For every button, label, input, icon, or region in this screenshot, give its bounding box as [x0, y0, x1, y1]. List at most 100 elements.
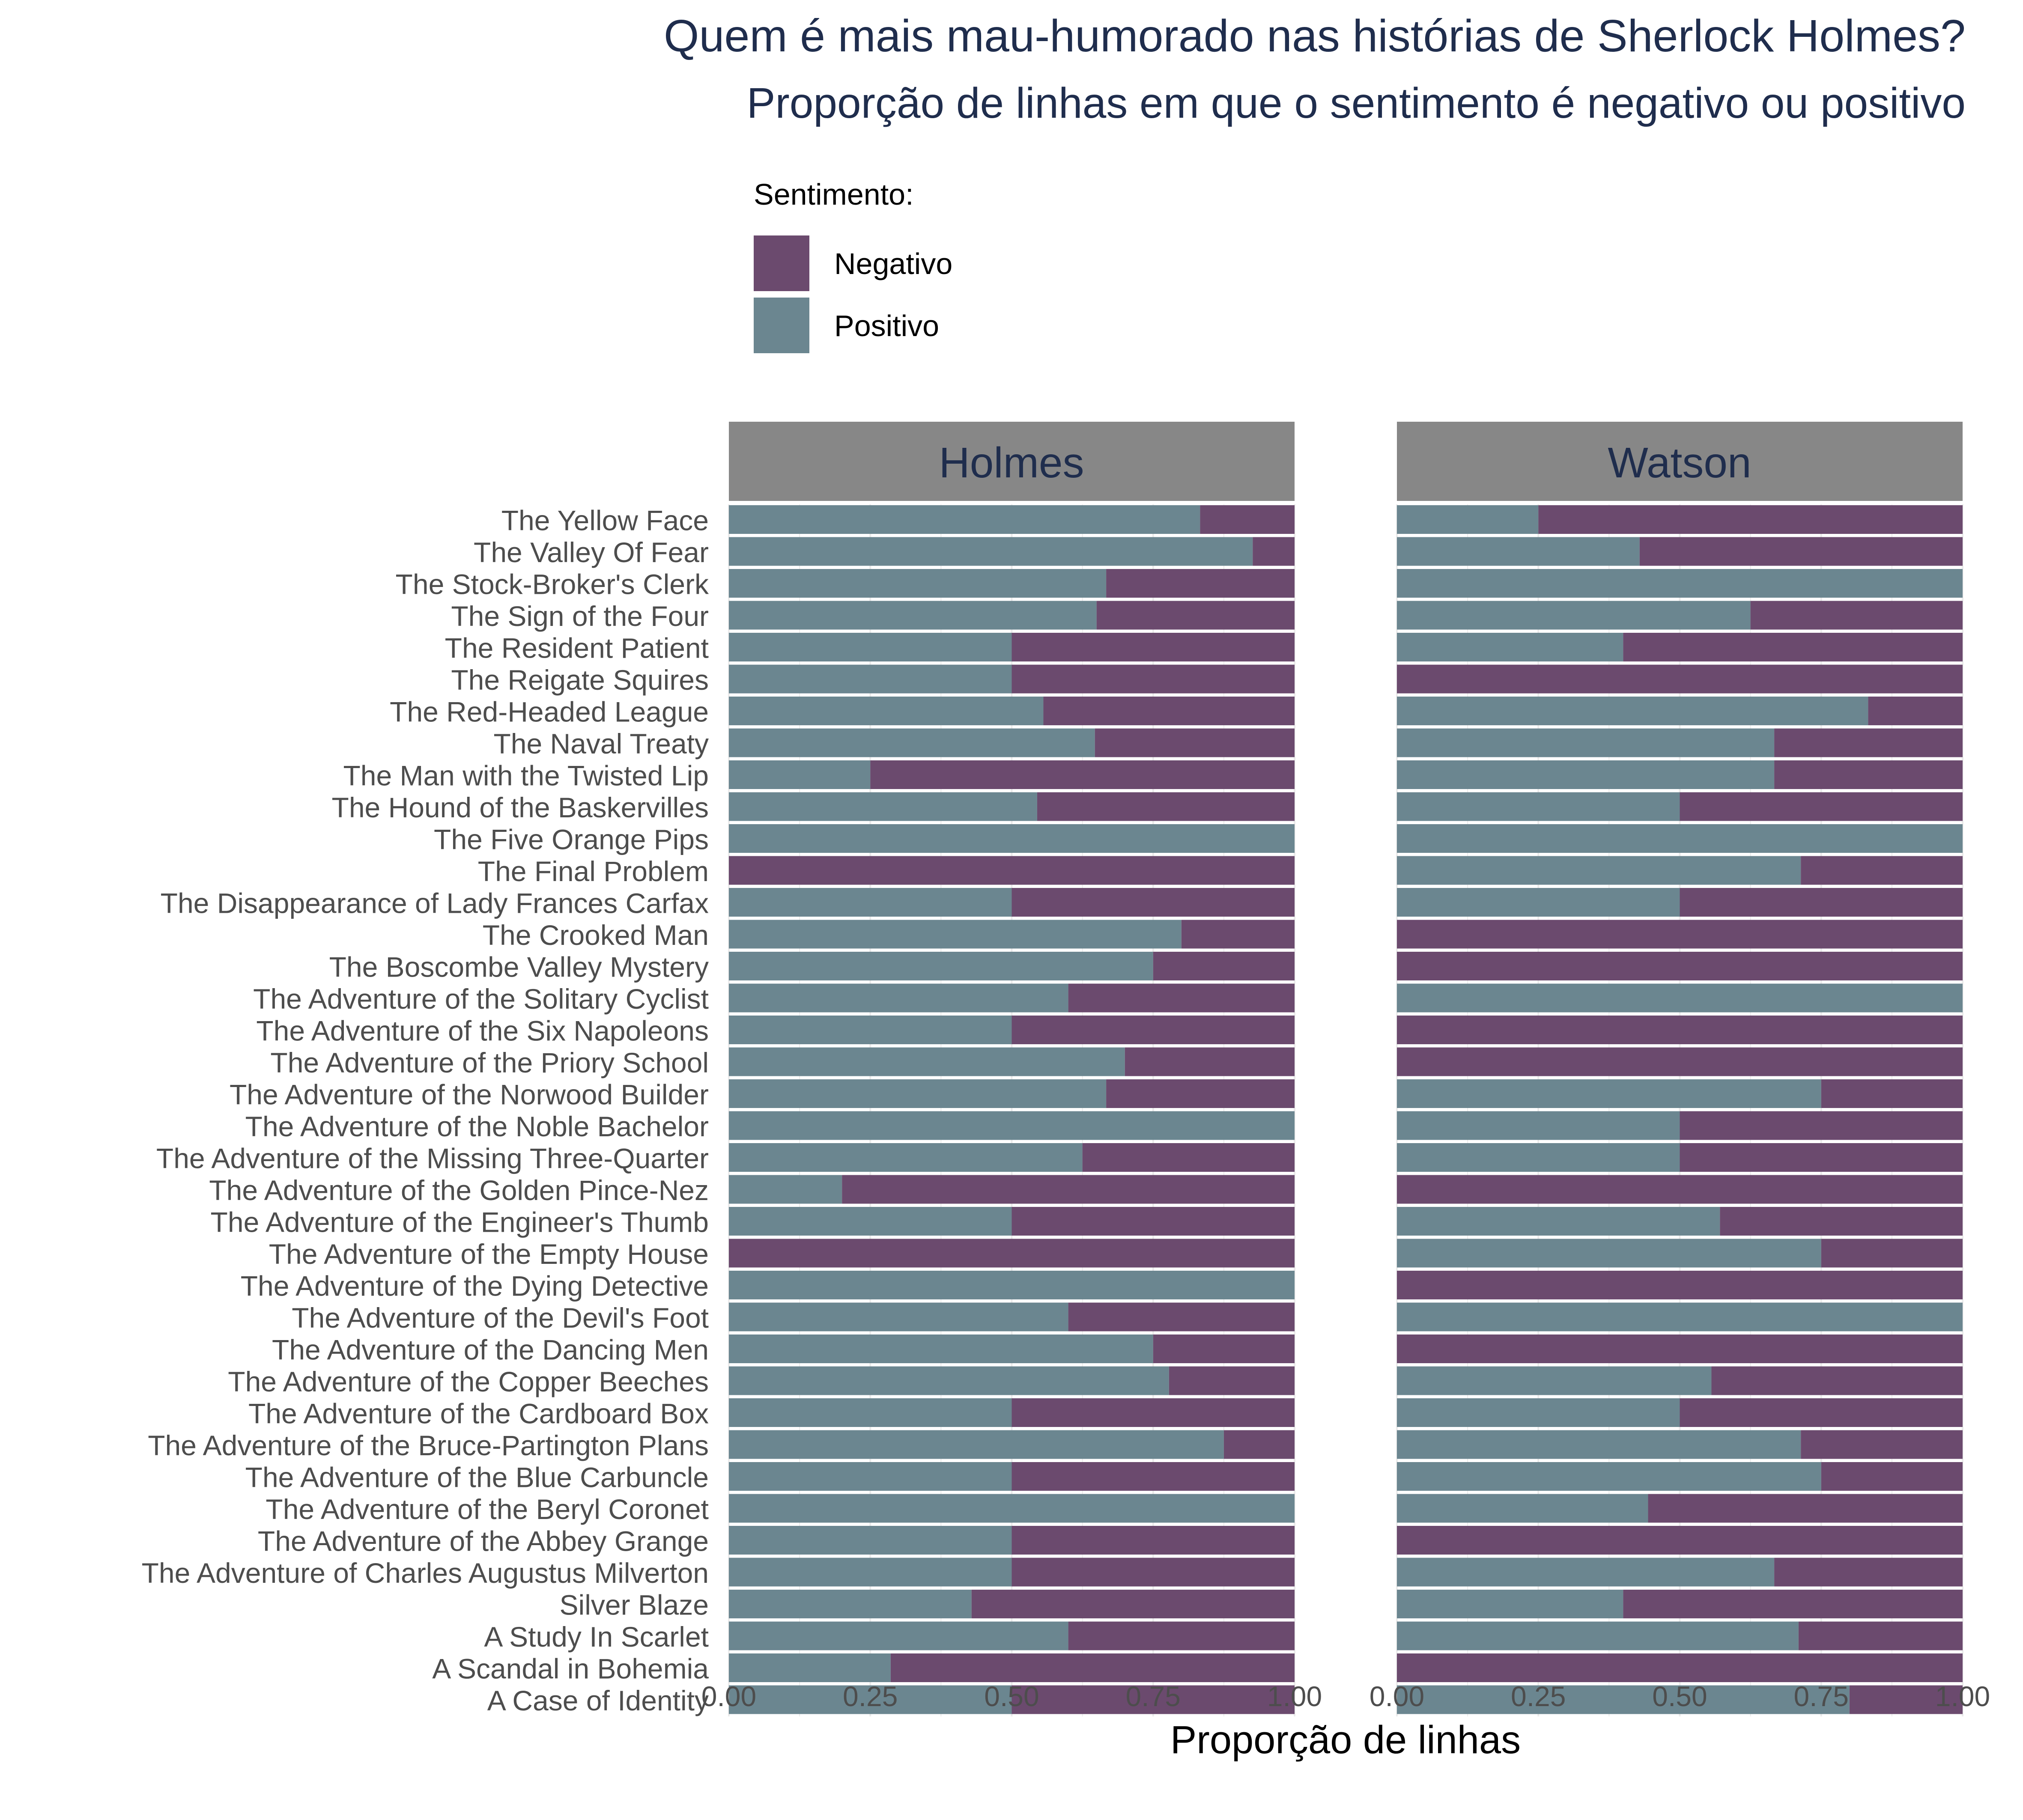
- bar-positivo-holmes-the-hound-of-the-baskervilles: [729, 792, 1037, 821]
- y-tick-label: The Sign of the Four: [451, 600, 709, 632]
- legend-swatch-positivo: [754, 298, 809, 353]
- y-tick-label: The Naval Treaty: [493, 728, 709, 760]
- panel-bars-holmes: [729, 505, 1295, 1714]
- bar-positivo-holmes-the-adventure-of-the-golden-pince-nez: [729, 1175, 842, 1204]
- bar-negativo-watson-the-adventure-of-the-priory-school: [1397, 1047, 1963, 1076]
- bar-negativo-holmes-a-study-in-scarlet: [1068, 1621, 1295, 1650]
- x-tick-label-holmes: 0.00: [701, 1680, 756, 1712]
- bar-negativo-watson-a-study-in-scarlet: [1798, 1621, 1963, 1650]
- bar-negativo-watson-the-adventure-of-the-abbey-grange: [1397, 1526, 1963, 1555]
- bar-positivo-holmes-the-adventure-of-the-copper-beeches: [729, 1366, 1169, 1395]
- bar-positivo-holmes-the-adventure-of-the-dying-detective: [729, 1271, 1295, 1299]
- bar-positivo-watson-the-stock-broker-s-clerk: [1397, 569, 1963, 598]
- bar-positivo-watson-the-five-orange-pips: [1397, 824, 1963, 853]
- y-tick-label: The Yellow Face: [501, 504, 709, 536]
- bar-negativo-watson-the-adventure-of-the-cardboard-box: [1680, 1398, 1963, 1427]
- y-tick-label: The Adventure of the Norwood Builder: [230, 1078, 709, 1110]
- x-tick-label-holmes: 0.50: [984, 1680, 1039, 1712]
- chart-subtitle: Proporção de linhas em que o sentimento …: [747, 79, 1966, 127]
- bar-negativo-watson-the-naval-treaty: [1774, 728, 1963, 757]
- y-tick-label: The Red-Headed League: [390, 696, 709, 727]
- y-tick-label: The Adventure of the Cardboard Box: [248, 1397, 709, 1429]
- bar-negativo-holmes-the-stock-broker-s-clerk: [1106, 569, 1295, 598]
- bar-positivo-holmes-the-adventure-of-the-bruce-partington-plans: [729, 1430, 1224, 1459]
- y-tick-label: The Final Problem: [478, 855, 709, 887]
- bar-negativo-holmes-the-adventure-of-the-bruce-partington-plans: [1223, 1430, 1295, 1459]
- bar-positivo-watson-the-man-with-the-twisted-lip: [1397, 760, 1775, 789]
- bar-negativo-holmes-a-scandal-in-bohemia: [890, 1653, 1295, 1682]
- bar-negativo-holmes-the-boscombe-valley-mystery: [1153, 952, 1295, 980]
- bar-negativo-watson-the-adventure-of-the-dying-detective: [1397, 1271, 1963, 1299]
- legend-label-positivo: Positivo: [834, 309, 939, 343]
- bar-positivo-watson-the-adventure-of-charles-augustus-milverton: [1397, 1558, 1775, 1587]
- bar-positivo-holmes-the-adventure-of-the-six-napoleons: [729, 1016, 1012, 1044]
- bar-negativo-watson-the-final-problem: [1801, 856, 1963, 885]
- y-tick-label: The Resident Patient: [445, 632, 709, 664]
- bar-negativo-watson-the-adventure-of-the-engineer-s-thumb: [1720, 1207, 1963, 1236]
- bar-negativo-holmes-the-adventure-of-the-engineer-s-thumb: [1012, 1207, 1295, 1236]
- y-tick-label: The Adventure of the Golden Pince-Nez: [209, 1174, 709, 1206]
- bar-negativo-holmes-silver-blaze: [971, 1590, 1295, 1618]
- x-tick-label-holmes: 0.75: [1126, 1680, 1181, 1712]
- bar-positivo-holmes-the-adventure-of-the-blue-carbuncle: [729, 1462, 1012, 1491]
- bar-positivo-holmes-the-resident-patient: [729, 633, 1012, 661]
- panel-holmes: Holmes 0.00 0.25 0.50 0.75 1.00: [701, 422, 1322, 1716]
- bar-positivo-watson-the-adventure-of-the-empty-house: [1397, 1239, 1821, 1268]
- bar-negativo-holmes-the-adventure-of-the-devil-s-foot: [1068, 1302, 1295, 1331]
- bar-positivo-holmes-the-adventure-of-the-norwood-builder: [729, 1079, 1107, 1108]
- bar-positivo-watson-the-adventure-of-the-bruce-partington-plans: [1397, 1430, 1801, 1459]
- bar-positivo-holmes-the-adventure-of-the-dancing-men: [729, 1334, 1153, 1363]
- bar-positivo-holmes-the-adventure-of-the-priory-school: [729, 1047, 1125, 1076]
- bar-negativo-holmes-the-adventure-of-the-golden-pince-nez: [842, 1175, 1295, 1204]
- panel-x-ticks-watson: 0.00 0.25 0.50 0.75 1.00: [1370, 1680, 1990, 1712]
- bar-negativo-watson-the-resident-patient: [1623, 633, 1963, 661]
- bar-negativo-watson-the-adventure-of-the-six-napoleons: [1397, 1016, 1963, 1044]
- y-tick-label: The Adventure of the Six Napoleons: [256, 1015, 709, 1046]
- panel-strip-watson: [1397, 422, 1963, 501]
- bar-positivo-holmes-the-adventure-of-the-devil-s-foot: [729, 1302, 1068, 1331]
- y-tick-label: The Adventure of the Beryl Coronet: [266, 1493, 709, 1525]
- bar-positivo-watson-the-sign-of-the-four: [1397, 601, 1751, 630]
- bar-negativo-holmes-the-final-problem: [729, 856, 1295, 885]
- y-tick-label: The Adventure of the Solitary Cyclist: [253, 983, 709, 1015]
- bar-positivo-watson-the-adventure-of-the-noble-bachelor: [1397, 1111, 1680, 1140]
- y-tick-label: The Adventure of the Blue Carbuncle: [245, 1461, 709, 1493]
- bar-positivo-watson-the-disappearance-of-lady-frances-carfax: [1397, 888, 1680, 917]
- bar-negativo-holmes-the-adventure-of-the-solitary-cyclist: [1068, 983, 1295, 1013]
- bar-positivo-watson-silver-blaze: [1397, 1590, 1623, 1618]
- legend-title: Sentimento:: [754, 178, 914, 211]
- y-tick-label: The Hound of the Baskervilles: [332, 792, 709, 823]
- bar-positivo-holmes-the-adventure-of-the-noble-bachelor: [729, 1111, 1295, 1140]
- bar-positivo-holmes-the-red-headed-league: [729, 697, 1044, 725]
- bar-negativo-watson-the-reigate-squires: [1397, 664, 1963, 694]
- bar-negativo-holmes-the-adventure-of-the-missing-three-quarter: [1082, 1143, 1295, 1172]
- y-tick-label: The Man with the Twisted Lip: [343, 760, 709, 791]
- bar-negativo-watson-the-red-headed-league: [1868, 697, 1963, 725]
- y-tick-label: The Reigate Squires: [451, 664, 709, 696]
- bar-negativo-holmes-the-yellow-face: [1200, 505, 1295, 534]
- y-tick-label: The Adventure of the Dancing Men: [272, 1334, 709, 1365]
- bar-positivo-watson-the-hound-of-the-baskervilles: [1397, 792, 1680, 821]
- legend: Sentimento: Negativo Positivo: [754, 178, 952, 353]
- bar-negativo-holmes-the-adventure-of-charles-augustus-milverton: [1012, 1558, 1295, 1587]
- x-tick-label-watson: 0.50: [1652, 1680, 1707, 1712]
- bar-negativo-holmes-the-adventure-of-the-cardboard-box: [1012, 1398, 1295, 1427]
- x-tick-label-watson: 0.00: [1370, 1680, 1424, 1712]
- bar-negativo-watson-the-adventure-of-charles-augustus-milverton: [1774, 1558, 1963, 1587]
- bar-negativo-holmes-the-hound-of-the-baskervilles: [1037, 792, 1295, 821]
- chart-title: Quem é mais mau-humorado nas histórias d…: [664, 11, 1966, 61]
- panel-bars-watson: [1397, 505, 1963, 1714]
- legend-swatch-negativo: [754, 235, 809, 291]
- bar-positivo-holmes-the-adventure-of-the-solitary-cyclist: [729, 983, 1068, 1013]
- bar-negativo-watson-the-disappearance-of-lady-frances-carfax: [1680, 888, 1963, 917]
- panel-strip-label-watson: Watson: [1608, 439, 1751, 487]
- bar-negativo-watson-the-boscombe-valley-mystery: [1397, 952, 1963, 980]
- bar-negativo-holmes-the-sign-of-the-four: [1096, 601, 1295, 630]
- y-tick-label: The Adventure of the Noble Bachelor: [245, 1111, 709, 1142]
- bar-positivo-watson-the-adventure-of-the-cardboard-box: [1397, 1398, 1680, 1427]
- bar-positivo-holmes-a-scandal-in-bohemia: [729, 1653, 891, 1682]
- bar-negativo-watson-the-yellow-face: [1538, 505, 1963, 534]
- y-tick-label: The Adventure of the Empty House: [269, 1238, 709, 1270]
- bar-positivo-watson-the-adventure-of-the-missing-three-quarter: [1397, 1143, 1680, 1172]
- bar-negativo-watson-silver-blaze: [1623, 1590, 1963, 1618]
